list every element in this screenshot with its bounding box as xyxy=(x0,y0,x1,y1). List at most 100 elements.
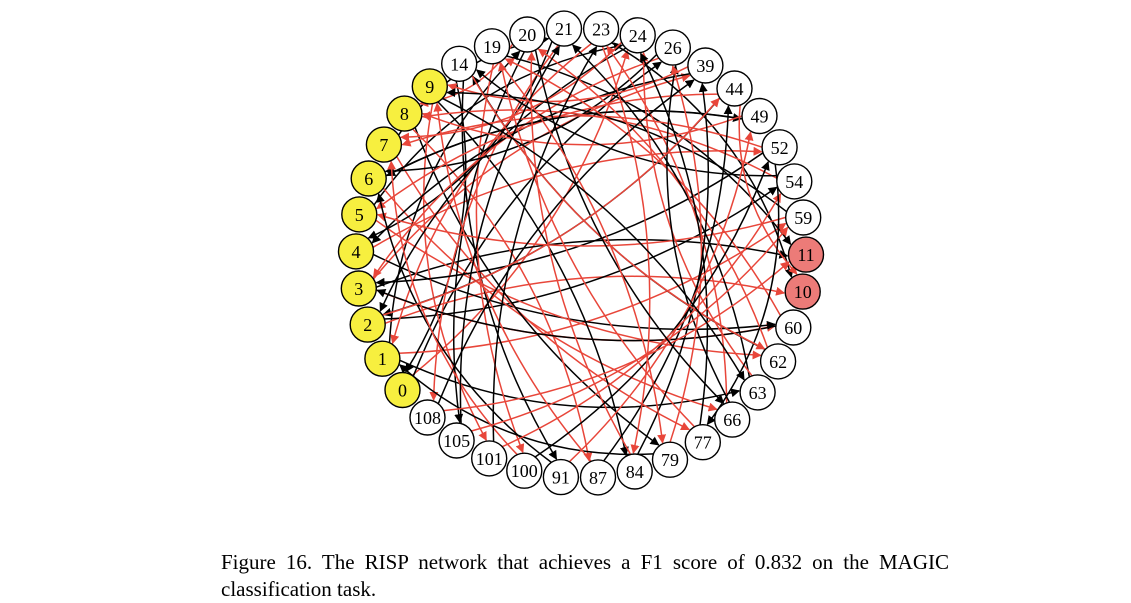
node-87: 87 xyxy=(579,459,617,496)
node-54-circle xyxy=(776,163,813,200)
node-91-label: 91 xyxy=(552,468,570,488)
edge-60-to-3 xyxy=(376,289,777,342)
edge-44-to-10 xyxy=(738,105,798,275)
edge-14-to-62 xyxy=(471,75,766,350)
edge-100-to-7 xyxy=(387,160,518,456)
node-26-label: 26 xyxy=(664,38,682,58)
edge-4-to-52 xyxy=(372,146,763,248)
edge-0-to-26 xyxy=(412,61,663,377)
node-7: 7 xyxy=(365,126,403,163)
edge-6-to-66 xyxy=(382,187,718,412)
node-10-label: 10 xyxy=(794,282,812,302)
edge-9-to-63 xyxy=(442,97,745,381)
node-52-circle xyxy=(761,129,798,166)
node-59-circle xyxy=(785,199,822,236)
edge-52-to-7 xyxy=(401,115,763,148)
edge-59-to-5 xyxy=(376,212,786,247)
node-6-circle xyxy=(350,160,387,197)
edge-105-to-59 xyxy=(471,226,789,432)
edge-91-to-49 xyxy=(568,131,754,463)
node-66-circle xyxy=(714,401,751,438)
edge-63-to-21 xyxy=(572,44,751,378)
edge-79-to-26 xyxy=(669,65,703,443)
node-2-label: 2 xyxy=(363,315,372,335)
edge-101-to-54 xyxy=(501,193,782,448)
edge-49-to-6 xyxy=(386,110,743,177)
node-21-circle xyxy=(545,10,583,47)
node-23-label: 23 xyxy=(592,19,610,39)
node-79-label: 79 xyxy=(661,450,679,470)
edge-23-to-84 xyxy=(601,46,651,454)
edge-63-to-24 xyxy=(638,51,753,377)
node-39-label: 39 xyxy=(696,56,714,76)
node-9: 9 xyxy=(411,68,448,105)
edge-39-to-4 xyxy=(371,72,691,244)
node-105-circle xyxy=(438,422,475,459)
node-10: 10 xyxy=(784,273,821,310)
node-14: 14 xyxy=(441,45,478,82)
node-105-label: 105 xyxy=(443,431,470,451)
node-9-label: 9 xyxy=(425,77,434,97)
edge-1-to-59 xyxy=(398,222,787,354)
edge-23-to-1 xyxy=(390,42,592,345)
edge-77-to-24 xyxy=(640,52,709,426)
node-8-circle xyxy=(386,95,423,132)
node-4-label: 4 xyxy=(352,242,361,262)
node-19-circle xyxy=(473,28,511,65)
node-8: 8 xyxy=(386,95,423,132)
node-21: 21 xyxy=(545,10,583,47)
edge-60-to-19 xyxy=(504,58,782,316)
node-1-circle xyxy=(364,340,401,377)
edge-8-to-87 xyxy=(412,128,593,462)
node-24-label: 24 xyxy=(629,26,647,46)
node-8-label: 8 xyxy=(400,104,409,124)
node-108-label: 108 xyxy=(414,408,441,428)
node-3: 3 xyxy=(340,270,377,307)
node-23-circle xyxy=(582,10,620,48)
edge-21-to-108 xyxy=(429,44,559,401)
edge-20-to-105 xyxy=(452,51,525,424)
node-54-label: 54 xyxy=(785,172,803,192)
edges xyxy=(367,35,798,464)
edge-101-to-23 xyxy=(492,46,598,442)
node-0-circle xyxy=(384,371,421,409)
node-52: 52 xyxy=(761,129,798,166)
node-1: 1 xyxy=(364,340,401,377)
node-44-label: 44 xyxy=(726,79,744,99)
edge-19-to-79 xyxy=(498,61,667,444)
node-20: 20 xyxy=(509,16,546,53)
node-26-circle xyxy=(654,29,691,66)
edge-66-to-26 xyxy=(666,64,731,403)
node-5-label: 5 xyxy=(355,205,364,225)
node-3-circle xyxy=(340,270,377,307)
edge-52-to-77 xyxy=(706,164,780,426)
node-108-circle xyxy=(409,399,446,436)
edge-108-to-11 xyxy=(443,261,790,412)
node-49: 49 xyxy=(741,97,778,135)
node-108: 108 xyxy=(409,399,446,436)
edge-62-to-20 xyxy=(537,48,769,348)
node-44-circle xyxy=(716,70,753,107)
node-60: 60 xyxy=(775,309,812,346)
node-7-circle xyxy=(365,126,403,163)
node-3-label: 3 xyxy=(354,279,363,299)
node-39: 39 xyxy=(687,47,724,84)
node-63-circle xyxy=(739,374,776,411)
edge-44-to-5 xyxy=(376,93,718,210)
node-7-label: 7 xyxy=(379,135,388,155)
node-84-label: 84 xyxy=(626,462,644,482)
node-100: 100 xyxy=(506,452,543,489)
edge-8-to-79 xyxy=(414,127,660,446)
edge-9-to-101 xyxy=(422,103,487,441)
node-100-circle xyxy=(506,452,543,489)
node-2: 2 xyxy=(349,306,386,343)
node-11-label: 11 xyxy=(797,245,814,265)
node-79-circle xyxy=(651,441,689,478)
node-62: 62 xyxy=(759,343,797,380)
node-60-label: 60 xyxy=(784,318,802,338)
node-9-circle xyxy=(411,68,448,105)
node-10-circle xyxy=(784,273,821,310)
node-5: 5 xyxy=(341,196,378,233)
